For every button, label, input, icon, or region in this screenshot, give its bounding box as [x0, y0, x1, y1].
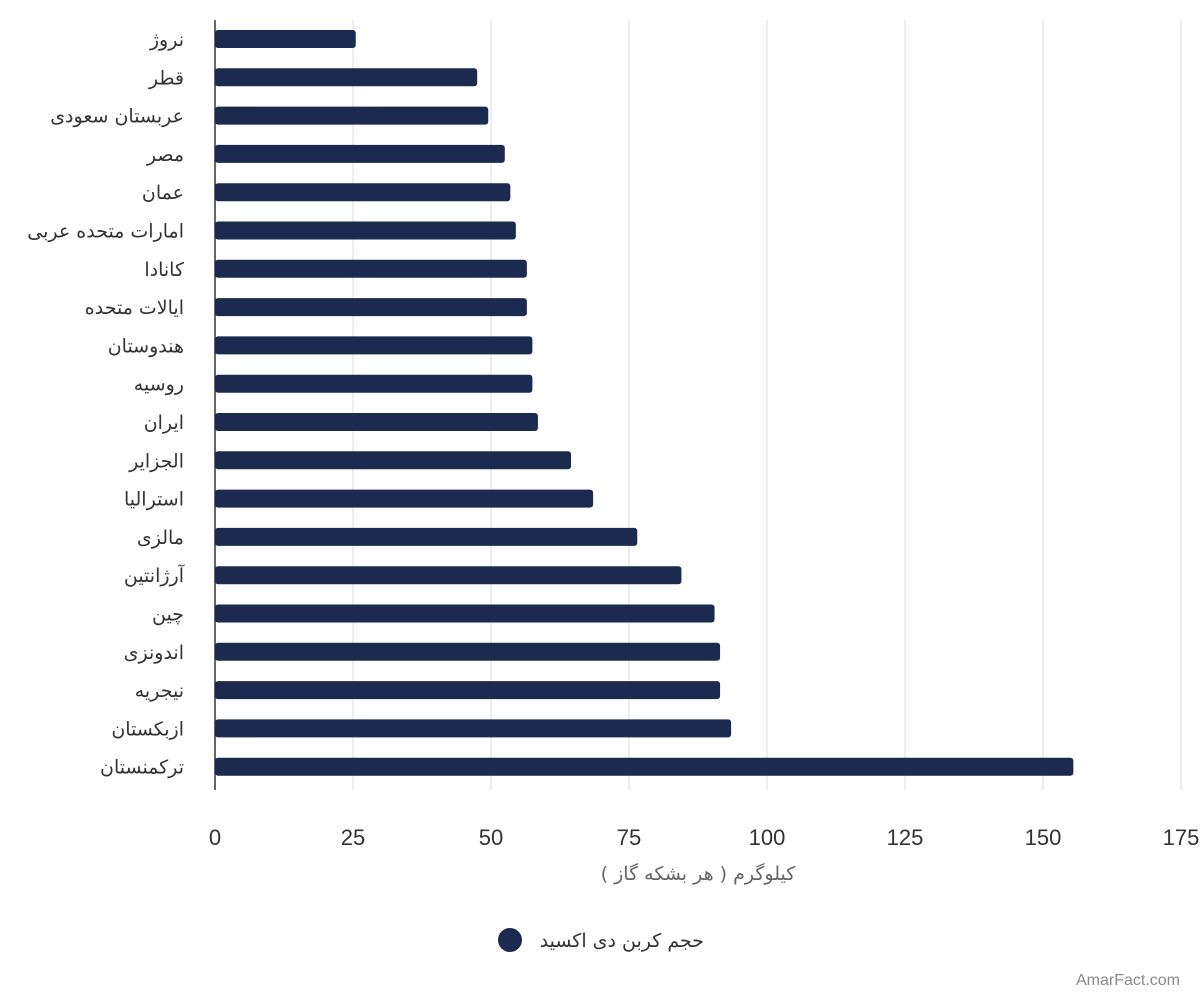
x-tick-label: 100 — [749, 825, 786, 850]
y-category-label: استرالیا — [124, 489, 184, 511]
x-tick-label: 25 — [341, 825, 365, 850]
y-category-label: عربستان سعودی — [50, 106, 184, 128]
x-tick-label: 0 — [209, 825, 221, 850]
bar — [215, 528, 637, 546]
y-category-label: نروژ — [149, 29, 184, 51]
bar — [215, 643, 720, 661]
bar — [215, 68, 477, 86]
x-tick-label: 50 — [479, 825, 503, 850]
watermark: AmarFact.com — [1076, 972, 1180, 990]
y-category-label: ایالات متحده — [85, 297, 184, 319]
bar — [215, 758, 1073, 776]
legend-label: حجم کربن دی اکسید — [540, 930, 704, 952]
y-category-label: چین — [152, 604, 184, 626]
bar — [215, 413, 538, 431]
y-category-label: کانادا — [144, 259, 185, 281]
bar — [215, 336, 532, 354]
y-category-label: روسیه — [134, 374, 184, 396]
bar — [215, 605, 715, 623]
y-category-label: مصر — [146, 144, 184, 166]
y-category-label: ایران — [144, 412, 184, 434]
bar — [215, 30, 356, 48]
y-category-label: هندوستان — [108, 335, 184, 357]
x-tick-label: 125 — [887, 825, 924, 850]
y-category-label: عمان — [142, 182, 184, 204]
bar — [215, 451, 571, 469]
bar — [215, 183, 510, 201]
y-category-label: امارات متحده عربی — [27, 221, 184, 243]
y-category-label: اندونزی — [124, 642, 184, 664]
y-category-label: مالزی — [137, 527, 184, 549]
y-category-label: ازبکستان — [111, 718, 184, 740]
bar — [215, 681, 720, 699]
bar — [215, 375, 532, 393]
legend-marker — [498, 928, 522, 952]
y-category-label: آرژانتین — [124, 563, 185, 587]
x-tick-label: 150 — [1025, 825, 1062, 850]
x-tick-label: 75 — [617, 825, 641, 850]
bar — [215, 260, 527, 278]
bar — [215, 490, 593, 508]
bar — [215, 107, 488, 125]
bar — [215, 566, 681, 584]
x-tick-label: 175 — [1163, 825, 1200, 850]
y-category-label: قطر — [148, 67, 184, 89]
bar — [215, 145, 505, 163]
bar — [215, 298, 527, 316]
y-category-label: ترکمنستان — [100, 757, 184, 779]
y-category-label: الجزایر — [128, 450, 184, 472]
bar — [215, 222, 516, 240]
y-category-label: نیجریه — [135, 680, 184, 702]
x-axis-title: کیلوگرم ( هر بشکه گاز ) — [601, 862, 797, 885]
bar — [215, 719, 731, 737]
